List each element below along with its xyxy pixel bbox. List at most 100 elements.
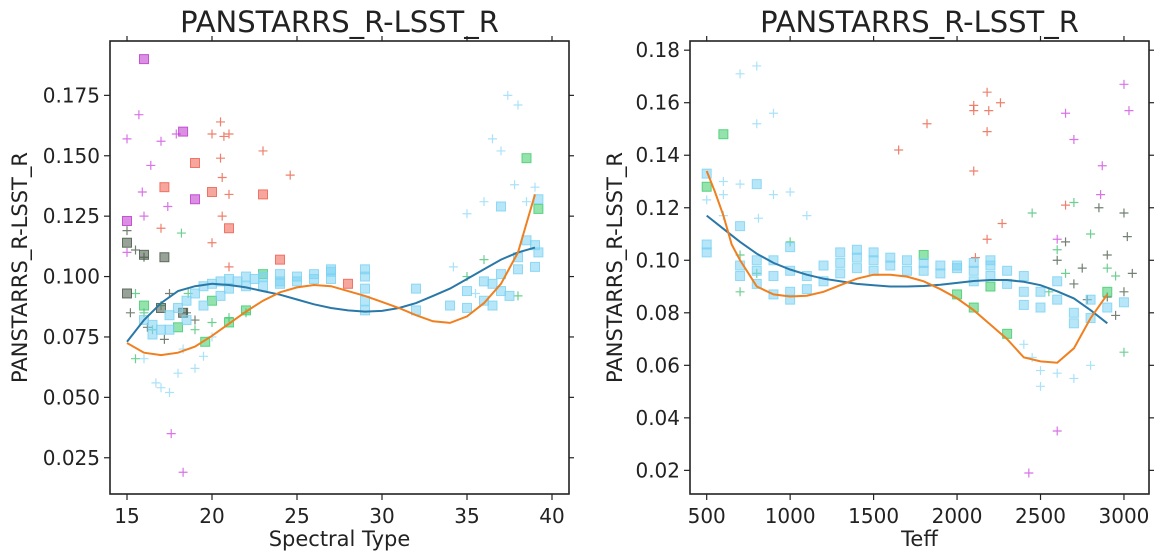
data-point-square	[173, 322, 183, 333]
x-tick-label: 500	[688, 504, 726, 528]
plot-frame	[689, 40, 1150, 495]
data-point-plus	[151, 378, 161, 388]
data-point-plus	[496, 146, 506, 156]
data-point-square	[411, 283, 421, 294]
data-point-square	[851, 252, 862, 263]
data-point-square	[835, 257, 846, 268]
x-tick-label: 25	[284, 504, 309, 528]
data-point-square	[751, 278, 762, 289]
data-point-square	[139, 54, 149, 65]
data-point-plus	[190, 315, 200, 325]
data-point-square	[851, 263, 862, 274]
y-tick-label: 0.06	[635, 353, 680, 377]
data-point-plus	[735, 69, 745, 79]
data-point-plus	[1122, 232, 1132, 242]
data-point-square	[224, 223, 234, 234]
fit-line-1	[126, 246, 536, 343]
data-point-plus	[190, 325, 200, 335]
data-point-square	[147, 319, 158, 330]
chart-title: PANSTARRS_R-LSST_R	[180, 5, 499, 39]
x-axis-label: Teff	[900, 527, 938, 551]
data-point-plus	[1119, 287, 1129, 297]
data-point-plus	[1069, 373, 1079, 383]
data-point-plus	[146, 160, 156, 170]
data-point-square	[122, 215, 132, 226]
data-point-plus	[166, 429, 176, 439]
data-point-square	[275, 254, 285, 265]
series-4-markers	[139, 90, 540, 398]
data-point-plus	[1036, 381, 1046, 391]
data-point-square	[918, 265, 929, 276]
data-point-plus	[982, 87, 992, 97]
chart-title: PANSTARRS_R-LSST_R	[760, 5, 1079, 39]
data-point-plus	[163, 201, 173, 211]
data-point-square	[326, 264, 336, 275]
data-point-plus	[190, 363, 200, 373]
data-point-square	[985, 281, 996, 292]
data-point-plus	[785, 187, 795, 197]
data-point-plus	[1036, 366, 1046, 376]
data-point-plus	[1052, 245, 1062, 255]
data-point-square	[701, 247, 712, 258]
data-point-plus	[1119, 208, 1129, 218]
y-tick-label: 0.125	[43, 204, 100, 228]
data-point-plus	[224, 189, 234, 199]
data-point-square	[935, 268, 946, 279]
data-point-square	[1068, 318, 1079, 329]
data-point-plus	[131, 245, 140, 255]
data-point-square	[530, 261, 540, 272]
data-point-plus	[530, 182, 540, 192]
data-point-square	[1018, 299, 1029, 310]
data-point-plus	[1052, 426, 1062, 436]
series-8-markers	[122, 237, 189, 318]
data-point-plus	[156, 223, 166, 233]
data-point-plus	[139, 354, 149, 364]
chart-panel-1: 15 20 25 30 35 40 0.025 0.050 0.075 0.100 0.125 0.1…	[8, 5, 574, 551]
data-point-plus	[134, 110, 144, 120]
data-point-square	[818, 276, 829, 287]
data-point-plus	[1019, 339, 1029, 349]
data-point-plus	[894, 145, 904, 155]
data-point-plus	[510, 180, 520, 190]
data-point-square	[513, 264, 523, 275]
data-point-plus	[969, 100, 979, 110]
fit-line-2	[705, 170, 1109, 364]
data-point-plus	[156, 383, 166, 393]
series-7-markers	[139, 153, 544, 347]
y-tick-label: 0.10	[635, 248, 680, 272]
data-point-square	[122, 237, 132, 248]
data-point-square	[258, 271, 268, 282]
data-point-plus	[1077, 263, 1087, 273]
data-point-square	[1118, 297, 1129, 308]
data-point-plus	[702, 195, 712, 205]
data-point-square	[309, 273, 319, 284]
data-point-plus	[159, 334, 169, 344]
data-point-square	[445, 300, 455, 311]
data-point-plus	[207, 317, 217, 327]
data-point-plus	[199, 351, 208, 361]
data-point-plus	[122, 134, 132, 144]
x-tick-label: 20	[199, 504, 224, 528]
data-point-plus	[224, 262, 234, 272]
data-point-plus	[997, 219, 1007, 229]
data-point-square	[164, 324, 175, 335]
data-point-square	[241, 271, 251, 282]
data-point-square	[901, 265, 912, 276]
data-point-plus	[984, 106, 994, 116]
data-point-plus	[131, 354, 140, 364]
y-tick-label: 0.04	[635, 406, 680, 430]
y-tick-label: 0.16	[635, 91, 680, 115]
data-point-plus	[1052, 255, 1062, 265]
data-point-plus	[258, 146, 268, 156]
data-point-square	[462, 302, 472, 313]
data-point-plus	[488, 134, 497, 144]
data-point-plus	[479, 197, 489, 207]
data-point-plus	[1061, 237, 1071, 247]
data-point-plus	[1119, 347, 1129, 357]
data-point-plus	[217, 173, 227, 183]
x-axis-label: Spectral Type	[269, 527, 411, 551]
data-point-plus	[479, 255, 489, 265]
series-5-markers	[701, 129, 1113, 339]
y-tick-label: 0.02	[635, 458, 680, 482]
x-tick-label: 40	[539, 504, 564, 528]
